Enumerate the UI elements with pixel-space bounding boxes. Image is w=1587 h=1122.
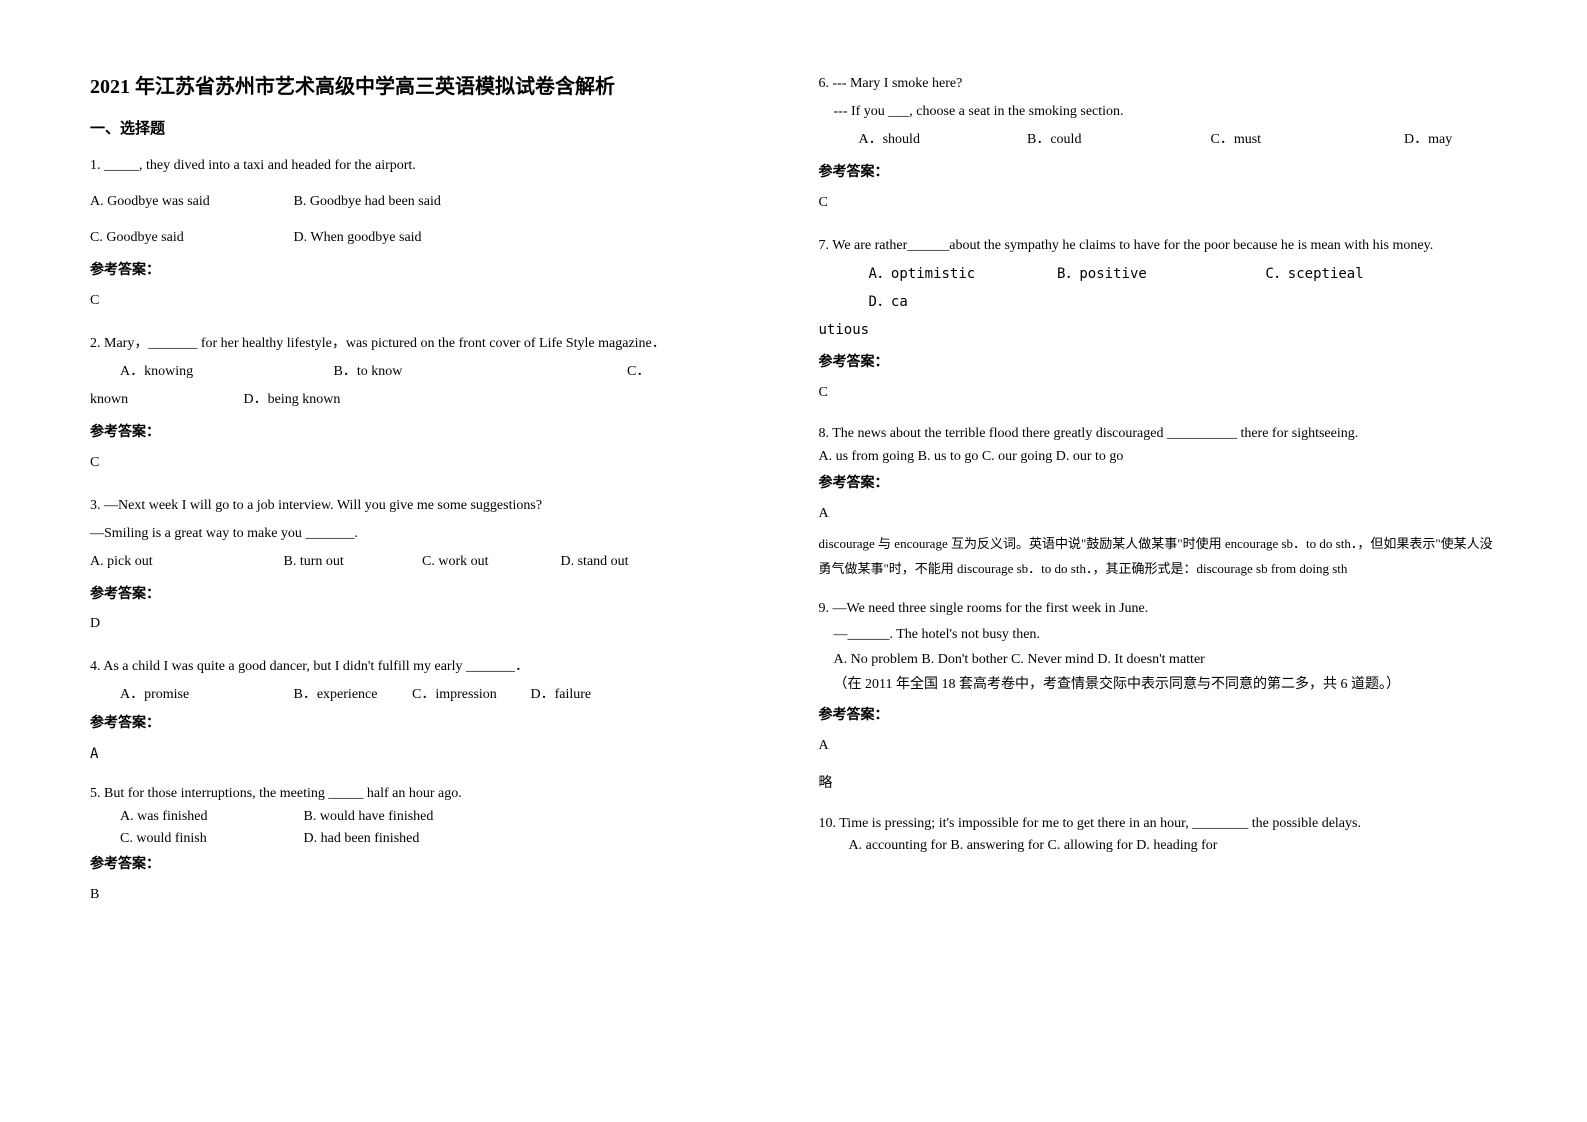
question-text-2: —Smiling is a great way to make you ____… — [90, 520, 769, 548]
question-options-row2: C. would finish D. had been finished — [90, 828, 769, 850]
question-text: 10. Time is pressing; it's impossible fo… — [819, 813, 1498, 835]
option-b: B．to know — [334, 358, 624, 386]
answer-label: 参考答案： — [819, 469, 1498, 500]
option-d: D．failure — [531, 681, 592, 709]
option-c-text: known — [90, 386, 240, 414]
question-options-row1: A. Goodbye was said B. Goodbye had been … — [90, 188, 769, 216]
question-options: A. No problem B. Don't bother C. Never m… — [819, 647, 1498, 672]
option-b: B．could — [1027, 126, 1207, 154]
option-b: B. Goodbye had been said — [294, 188, 441, 216]
answer-label: 参考答案： — [819, 158, 1498, 189]
question-text: 1. _____, they dived into a taxi and hea… — [90, 152, 769, 180]
answer-value: D — [90, 610, 769, 638]
question-5: 5. But for those interruptions, the meet… — [90, 783, 769, 919]
answer-value: C — [90, 449, 769, 477]
option-c: C．sceptieal — [1265, 260, 1465, 288]
option-b: B. turn out — [284, 548, 419, 576]
answer-value: A — [90, 740, 769, 768]
left-column: 2021 年江苏省苏州市艺术高级中学高三英语模拟试卷含解析 一、选择题 1. _… — [90, 70, 769, 1052]
option-c: C. would finish — [120, 828, 300, 850]
option-a: A．promise — [120, 681, 290, 709]
option-d: D. When goodbye said — [294, 224, 422, 252]
option-c: C. work out — [422, 548, 557, 576]
question-text-2: --- If you ___, choose a seat in the smo… — [819, 98, 1498, 126]
question-options: A．optimistic B．positive C．sceptieal D．ca — [819, 260, 1498, 316]
option-d: D．may — [1404, 126, 1452, 154]
question-6: 6. --- Mary I smoke here? --- If you ___… — [819, 70, 1498, 227]
answer-label: 参考答案： — [90, 418, 769, 449]
question-options: A．promise B．experience C．impression D．fa… — [90, 681, 769, 709]
option-d-prefix: D．ca — [869, 288, 908, 316]
option-c: C．impression — [412, 681, 527, 709]
question-text-2: —______. The hotel's not busy then. — [819, 622, 1498, 647]
option-a: A. pick out — [90, 548, 280, 576]
question-text: 7. We are rather______about the sympathy… — [819, 232, 1498, 260]
question-options-row2: known D．being known — [90, 386, 769, 414]
option-c: C. Goodbye said — [90, 224, 290, 252]
section-header: 一、选择题 — [90, 117, 769, 138]
answer-value: B — [90, 881, 769, 909]
answer-value: A — [819, 732, 1498, 760]
question-2: 2. Mary，_______ for her healthy lifestyl… — [90, 330, 769, 487]
question-3: 3. —Next week I will go to a job intervi… — [90, 492, 769, 649]
question-8: 8. The news about the terrible flood the… — [819, 422, 1498, 592]
question-text: 4. As a child I was quite a good dancer,… — [90, 653, 769, 681]
exam-title: 2021 年江苏省苏州市艺术高级中学高三英语模拟试卷含解析 — [90, 70, 769, 99]
answer-label: 参考答案： — [90, 256, 769, 287]
answer-value: C — [819, 379, 1498, 407]
question-note: （在 2011 年全国 18 套高考卷中，考查情景交际中表示同意与不同意的第二多… — [819, 672, 1498, 697]
question-text: 2. Mary，_______ for her healthy lifestyl… — [90, 330, 769, 358]
question-10: 10. Time is pressing; it's impossible fo… — [819, 813, 1498, 858]
question-4: 4. As a child I was quite a good dancer,… — [90, 653, 769, 778]
question-options-row1: A．knowing B．to know C． — [90, 358, 769, 386]
answer-label: 参考答案： — [90, 850, 769, 881]
answer-label: 参考答案： — [819, 348, 1498, 379]
option-a: A．optimistic — [869, 260, 1049, 288]
answer-label: 参考答案： — [90, 580, 769, 611]
option-c: C．must — [1211, 126, 1401, 154]
option-a: A. Goodbye was said — [90, 188, 290, 216]
question-1: 1. _____, they dived into a taxi and hea… — [90, 152, 769, 325]
answer-value: C — [90, 287, 769, 315]
answer-label: 参考答案： — [819, 701, 1498, 732]
right-column: 6. --- Mary I smoke here? --- If you ___… — [819, 70, 1498, 1052]
option-d: D. stand out — [561, 548, 629, 576]
question-options: A. pick out B. turn out C. work out D. s… — [90, 548, 769, 576]
question-options: A. us from going B. us to go C. our goin… — [819, 445, 1498, 469]
option-a: A．knowing — [120, 358, 330, 386]
option-d: D. had been finished — [304, 828, 420, 850]
question-text: 8. The news about the terrible flood the… — [819, 422, 1498, 446]
question-options-row1: A. was finished B. would have finished — [90, 806, 769, 828]
option-d-cont: utious — [819, 316, 1498, 344]
question-text-1: 3. —Next week I will go to a job intervi… — [90, 492, 769, 520]
question-options-row2: C. Goodbye said D. When goodbye said — [90, 224, 769, 252]
question-text: 5. But for those interruptions, the meet… — [90, 783, 769, 805]
answer-explanation: discourage 与 encourage 互为反义词。英语中说"鼓励某人做某… — [819, 532, 1498, 581]
question-7: 7. We are rather______about the sympathy… — [819, 232, 1498, 417]
option-b: B．experience — [294, 681, 409, 709]
option-a: A．should — [859, 126, 1024, 154]
question-options: A. accounting for B. answering for C. al… — [819, 835, 1498, 857]
answer-value: C — [819, 189, 1498, 217]
option-b: B. would have finished — [304, 806, 434, 828]
option-b: B．positive — [1057, 260, 1257, 288]
answer-value: A — [819, 500, 1498, 528]
option-d: D．being known — [244, 386, 341, 414]
question-options: A．should B．could C．must D．may — [819, 126, 1498, 154]
option-a: A. was finished — [120, 806, 300, 828]
option-c-prefix: C． — [627, 358, 650, 386]
question-text-1: 6. --- Mary I smoke here? — [819, 70, 1498, 98]
question-9: 9. —We need three single rooms for the f… — [819, 596, 1498, 808]
question-text-1: 9. —We need three single rooms for the f… — [819, 596, 1498, 621]
answer-extra: 略 — [819, 770, 1498, 798]
answer-label: 参考答案： — [90, 709, 769, 740]
